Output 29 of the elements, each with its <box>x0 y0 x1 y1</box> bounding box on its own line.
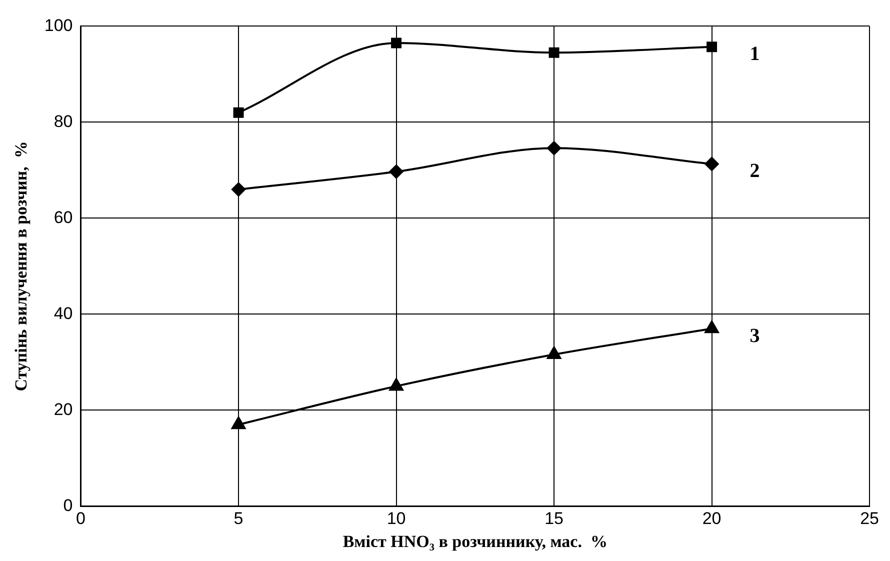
point <box>231 416 246 430</box>
x-tick-label: 10 <box>386 509 406 528</box>
x-tick-label: 15 <box>544 509 564 528</box>
y-tick-label: 60 <box>54 208 73 227</box>
y-tick-label: 80 <box>54 112 73 131</box>
x-axis-title: Вміст HNO₃ в розчиннику, мас. % <box>342 532 608 552</box>
point <box>704 320 719 334</box>
y-tick-label: 20 <box>54 400 73 419</box>
point <box>704 156 719 171</box>
point <box>706 42 718 52</box>
series-label: 3 <box>750 324 760 347</box>
point <box>389 164 404 179</box>
point <box>546 346 562 360</box>
point <box>389 378 404 391</box>
point <box>232 182 246 196</box>
x-tick-label: 20 <box>702 509 722 528</box>
series-label: 2 <box>750 160 760 182</box>
series-label: 1 <box>750 43 760 66</box>
x-tick-label: 25 <box>860 509 880 528</box>
point <box>548 47 560 58</box>
point <box>547 141 562 156</box>
y-tick-label: 40 <box>54 304 73 323</box>
point <box>233 107 244 118</box>
y-tick-label: 100 <box>44 16 73 35</box>
x-tick-label: 5 <box>234 509 244 528</box>
y-axis-title: Ступінь вилучення в розчин, % <box>12 141 31 392</box>
y-tick-label: 0 <box>63 496 73 515</box>
point <box>391 38 402 48</box>
x-tick-label: 0 <box>76 509 86 528</box>
